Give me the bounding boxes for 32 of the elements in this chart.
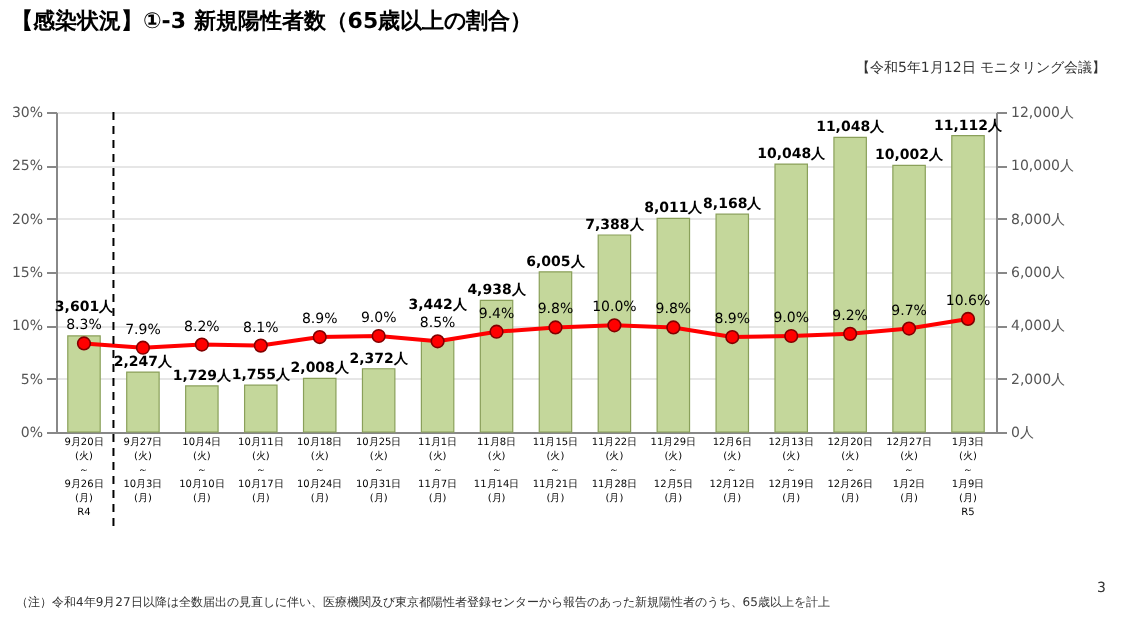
point bbox=[489, 324, 504, 339]
bar bbox=[538, 271, 573, 433]
point bbox=[194, 337, 209, 352]
point bbox=[901, 321, 917, 336]
point bbox=[843, 326, 858, 341]
point bbox=[430, 334, 445, 349]
bar bbox=[656, 217, 691, 433]
bar bbox=[479, 299, 514, 433]
bar bbox=[361, 368, 396, 433]
point bbox=[548, 320, 563, 335]
bar bbox=[243, 384, 278, 433]
point bbox=[666, 320, 681, 335]
bar bbox=[597, 234, 632, 433]
point bbox=[76, 336, 92, 351]
bar bbox=[892, 164, 926, 433]
point bbox=[253, 338, 268, 353]
point bbox=[312, 329, 327, 345]
point bbox=[135, 340, 151, 355]
bar bbox=[833, 136, 867, 433]
point bbox=[607, 318, 622, 333]
bar bbox=[185, 385, 219, 433]
point bbox=[960, 311, 976, 327]
bar bbox=[715, 213, 750, 433]
point bbox=[371, 328, 386, 344]
point bbox=[784, 328, 799, 344]
bar bbox=[126, 371, 160, 433]
bar bbox=[302, 377, 337, 433]
bar bbox=[420, 339, 455, 433]
point bbox=[725, 329, 740, 345]
bar bbox=[67, 335, 101, 433]
chart-title: 【感染状況】①-3 新規陽性者数（65歳以上の割合） bbox=[10, 8, 533, 34]
bar bbox=[774, 163, 809, 433]
